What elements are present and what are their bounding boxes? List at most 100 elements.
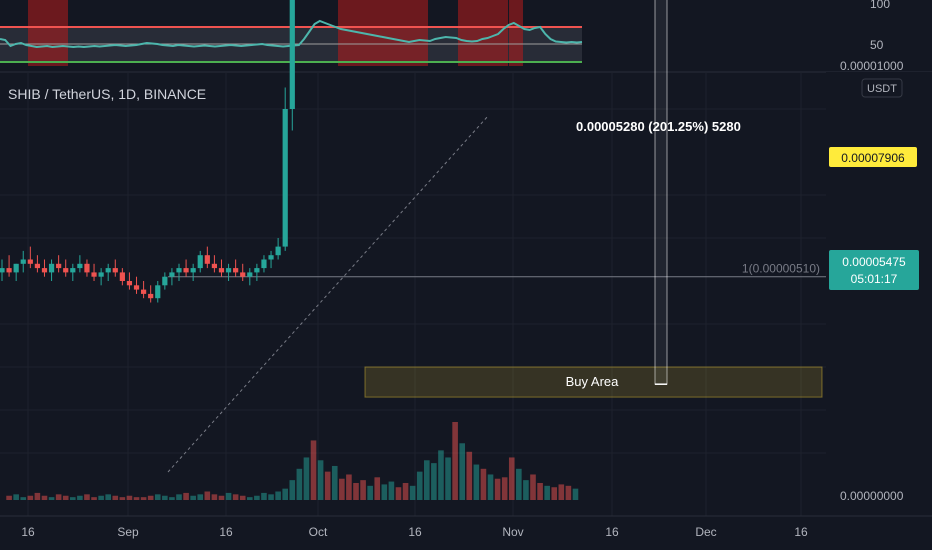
volume-bar: [537, 482, 543, 500]
time-axis[interactable]: 16 Sep 16 Oct 16 Nov 16 Dec 16: [21, 525, 808, 539]
volume-bar: [310, 440, 317, 500]
volume-bar: [218, 495, 225, 500]
candle-body: [70, 268, 76, 273]
fib-label: 1(0.00000510): [742, 262, 820, 276]
candle-body: [112, 268, 118, 273]
price-axis[interactable]: [826, 72, 932, 516]
volume-bar: [544, 485, 550, 500]
candle-body: [133, 285, 140, 290]
measure-label: 0.00005280 (201.25%) 5280: [576, 119, 741, 134]
currency-box[interactable]: [861, 78, 903, 98]
volume-bar: [275, 491, 281, 500]
volume-bar: [247, 497, 253, 500]
candle-body: [13, 263, 19, 273]
volume-bar: [395, 487, 402, 500]
volume-bar: [353, 482, 359, 500]
time-axis-label: 16: [605, 525, 619, 539]
volume-bar: [508, 457, 515, 500]
volume-bar: [254, 495, 260, 500]
volume-bar: [112, 495, 119, 500]
target-price-value: 0.00007906: [841, 151, 905, 165]
volume-bar: [473, 464, 480, 500]
volume-bar: [55, 494, 62, 500]
candle-body: [169, 272, 175, 277]
volume-bar: [147, 495, 154, 500]
volume-bar: [452, 422, 458, 500]
time-axis-label: Sep: [117, 525, 139, 539]
currency-label: USDT: [867, 83, 897, 95]
drawing-layer[interactable]: [167, 0, 668, 473]
candle-body: [91, 272, 97, 277]
volume-bar: [402, 482, 409, 500]
volume-bar: [162, 495, 168, 500]
volume-bar: [133, 497, 140, 500]
volume-bar: [268, 494, 274, 500]
volume-bar: [70, 497, 76, 500]
volume-bar: [239, 495, 246, 500]
volume-bar: [190, 495, 196, 500]
volume-bar: [424, 460, 430, 500]
symbol-title[interactable]: SHIB / TetherUS, 1D, BINANCE: [8, 86, 206, 102]
volume-bar: [13, 494, 19, 500]
candle-body: [41, 268, 48, 273]
volume-bar: [140, 497, 147, 500]
volume-bar: [459, 443, 465, 500]
volume-bar: [431, 463, 437, 500]
candle-body: [282, 109, 288, 247]
candle-body: [27, 259, 33, 264]
volume-bar: [211, 494, 218, 500]
volume-bar: [551, 487, 558, 500]
candle-body: [126, 281, 133, 286]
volume-bar: [381, 484, 388, 500]
indicator-tick: 50: [870, 38, 884, 52]
candle-body: [148, 293, 154, 299]
volume-bar: [48, 497, 55, 500]
time-axis-label: Dec: [695, 525, 716, 539]
volume-bar: [523, 480, 529, 500]
candle-body: [190, 268, 196, 273]
volume-bar: [530, 474, 536, 500]
volume-bar: [119, 497, 126, 500]
volume-bar: [41, 495, 48, 500]
candle-body: [197, 255, 203, 269]
volume-bar: [438, 450, 444, 500]
volume-bar: [289, 480, 296, 500]
candle-body: [233, 268, 239, 273]
volume-bar: [34, 492, 41, 500]
candle-body: [225, 268, 232, 273]
volume-bar: [27, 495, 34, 500]
volume-bar: [303, 457, 310, 500]
volume-bar: [480, 468, 487, 500]
volume-bar: [204, 491, 211, 500]
candle-body: [254, 268, 260, 273]
fib-retracement[interactable]: 0(0.00008854)0.236(0.00006885)0.382(0.00…: [0, 0, 826, 278]
current-price-value: 0.00005475: [842, 255, 906, 269]
volume-bar: [105, 494, 111, 500]
volume-bar: [360, 480, 366, 500]
candle-body: [20, 259, 26, 264]
time-axis-label: Nov: [502, 525, 523, 539]
volume-bar: [154, 494, 161, 500]
volume-bar: [183, 492, 189, 500]
volume-bar: [516, 468, 522, 500]
candle-body: [204, 255, 210, 264]
indicator-highlight: [338, 0, 428, 66]
target-price-tag: [829, 147, 917, 167]
volume-bar: [388, 481, 395, 500]
volume-bar: [445, 457, 451, 500]
indicator-highlight: [509, 0, 523, 66]
volume-bar: [346, 474, 352, 500]
volume-bar: [176, 494, 182, 500]
candle-body: [268, 255, 274, 260]
candle-body: [141, 289, 147, 294]
buy-area-box: [364, 366, 823, 398]
candle-body: [162, 276, 168, 286]
price-axis-label: 0.00000000: [840, 489, 904, 503]
candle-body: [105, 268, 111, 273]
volume-bar: [282, 488, 288, 500]
buy-area-label: Buy Area: [566, 374, 620, 389]
candle-body: [261, 259, 267, 269]
volume-bar: [331, 465, 338, 500]
volume-bar: [98, 495, 104, 500]
